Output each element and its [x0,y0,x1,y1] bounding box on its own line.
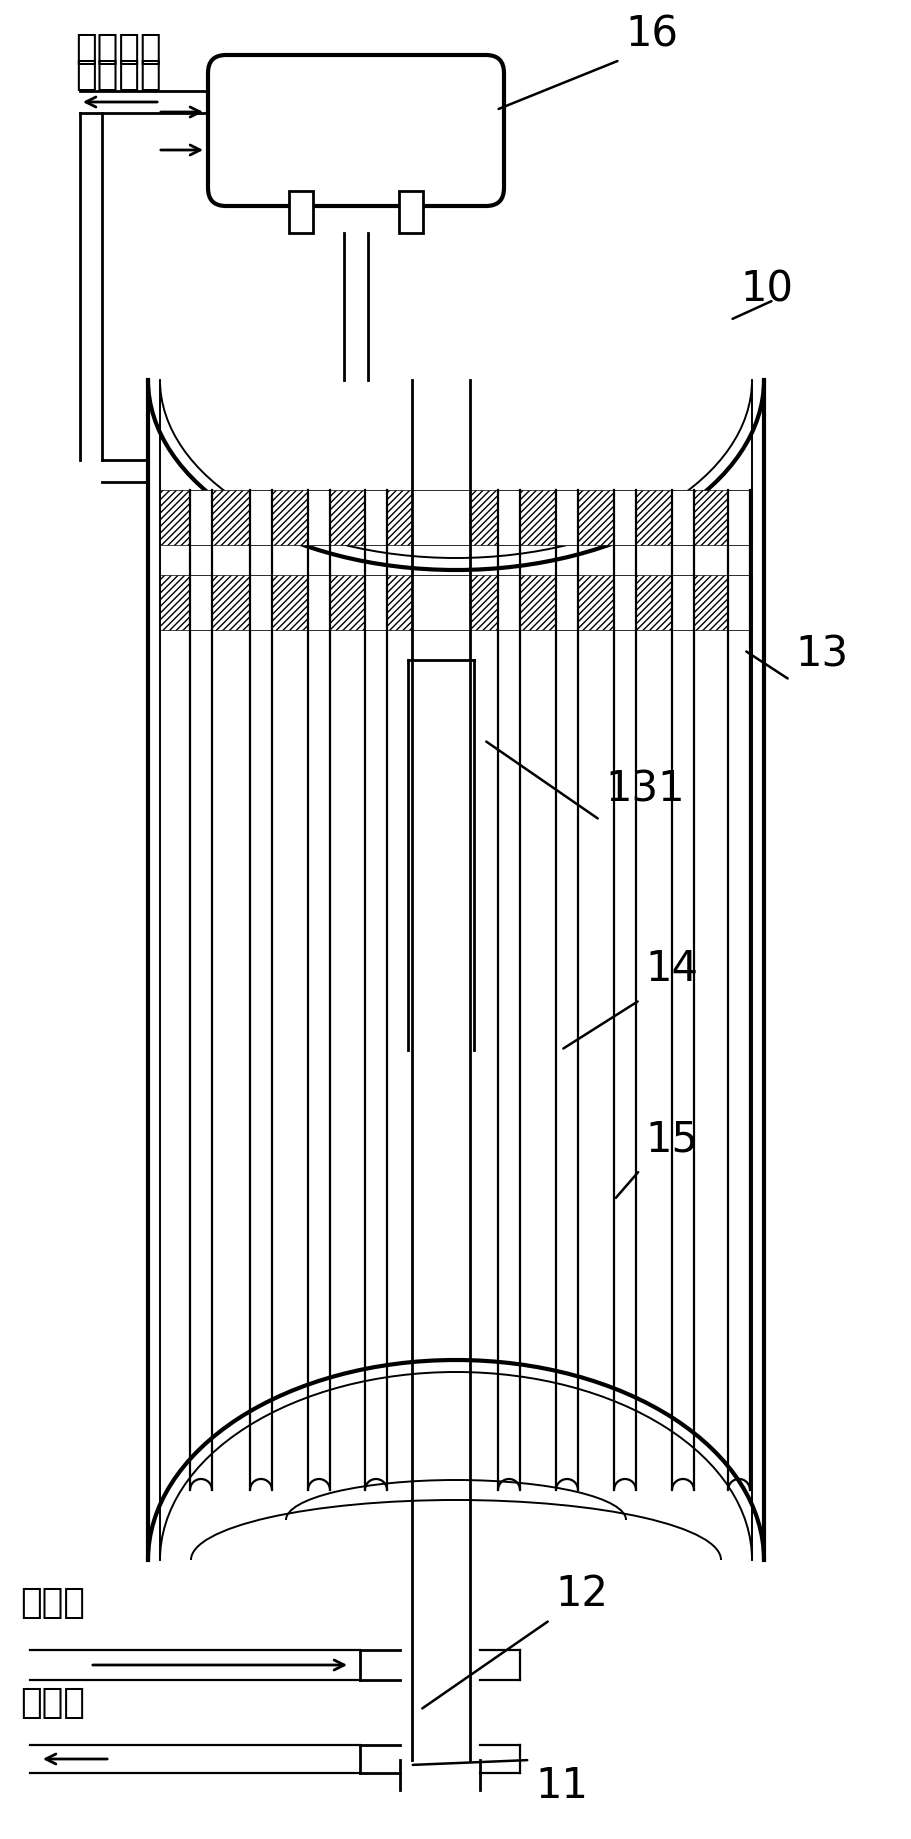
Bar [412,489,469,544]
Bar [398,191,423,234]
Bar [412,576,469,631]
Text: 13: 13 [794,633,847,675]
Bar [289,191,312,234]
Bar [250,489,271,544]
Bar [727,576,749,631]
Bar [556,489,578,544]
Text: 14: 14 [644,947,697,989]
Bar [671,489,693,544]
Text: 131: 131 [604,769,684,809]
Bar [189,489,211,544]
Text: 16: 16 [624,13,677,55]
Bar [308,576,330,631]
Bar [497,489,519,544]
Bar [613,576,635,631]
Text: 15: 15 [644,1118,697,1160]
Bar [727,489,749,544]
Bar [556,576,578,631]
Bar [308,489,330,544]
Bar [159,576,752,631]
Bar [671,576,693,631]
FancyBboxPatch shape [208,55,504,206]
Bar [189,576,211,631]
Text: 饱和蒸汽: 饱和蒸汽 [75,31,161,66]
Bar [497,576,519,631]
Bar [364,489,386,544]
Text: 11: 11 [535,1765,588,1808]
Text: 反应气: 反应气 [20,1686,85,1719]
Text: 10: 10 [739,268,793,311]
Text: 合成气: 合成气 [20,1585,85,1620]
Bar [364,576,386,631]
Bar [159,489,752,544]
Bar [250,576,271,631]
Text: 锅炉给水: 锅炉给水 [75,59,161,92]
Bar [613,489,635,544]
Text: 12: 12 [555,1572,608,1615]
